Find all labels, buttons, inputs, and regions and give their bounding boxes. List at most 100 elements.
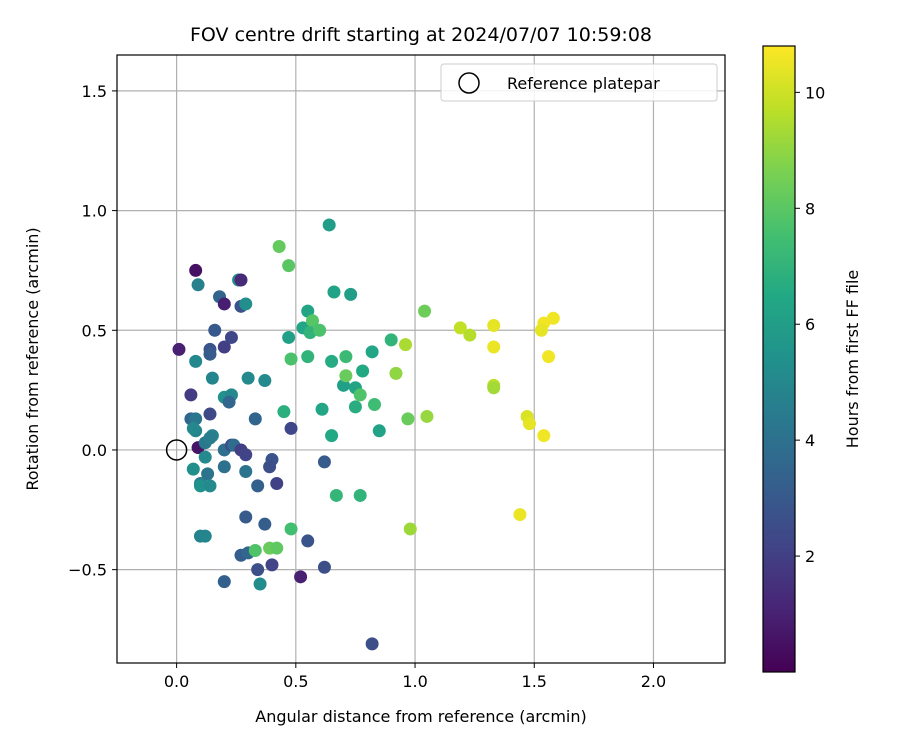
scatter-point	[239, 297, 253, 311]
scatter-point	[348, 400, 362, 414]
scatter-point	[372, 424, 386, 438]
scatter-point	[317, 455, 331, 469]
scatter-point	[522, 417, 536, 431]
scatter-point	[208, 323, 222, 337]
y-tick-label: −0.5	[68, 561, 107, 580]
scatter-point	[224, 330, 238, 344]
y-axis-label: Rotation from reference (arcmin)	[23, 227, 42, 490]
scatter-point	[277, 405, 291, 419]
scatter-point	[418, 304, 432, 318]
scatter-point	[201, 467, 215, 481]
scatter-point	[189, 354, 203, 368]
scatter-point	[253, 577, 267, 591]
scatter-point	[384, 333, 398, 347]
scatter-point	[193, 479, 207, 493]
scatter-point	[542, 350, 556, 364]
scatter-point	[339, 350, 353, 364]
scatter-point	[284, 352, 298, 366]
scatter-point	[403, 522, 417, 536]
scatter-point	[217, 297, 231, 311]
scatter-point	[325, 429, 339, 443]
scatter-point	[186, 462, 200, 476]
scatter-point	[282, 330, 296, 344]
scatter-point	[284, 421, 298, 435]
colorbar-ticks: 2 4 6 8 10	[795, 83, 825, 566]
scatter-point	[327, 285, 341, 299]
scatter-point	[315, 402, 329, 416]
scatter-point	[203, 479, 217, 493]
scatter-point	[272, 239, 286, 253]
scatter-point	[239, 448, 253, 462]
legend-box	[440, 63, 718, 102]
scatter-point	[251, 563, 265, 577]
scatter-point	[344, 287, 358, 301]
data-points	[172, 218, 560, 651]
y-tick-label: 0.5	[82, 321, 107, 340]
scatter-point	[203, 407, 217, 421]
scatter-point	[463, 328, 477, 342]
y-tick-label: 1.0	[82, 202, 107, 221]
scatter-point	[356, 364, 370, 378]
colorbar-tick-label: 4	[805, 431, 815, 450]
scatter-point	[537, 429, 551, 443]
legend: Reference platepar	[440, 63, 718, 102]
x-tick-label: 2.0	[641, 672, 666, 691]
scatter-point	[353, 388, 367, 402]
scatter-point	[189, 263, 203, 277]
scatter-point	[487, 381, 501, 395]
scatter-point	[263, 460, 277, 474]
scatter-point	[258, 374, 272, 388]
x-tick-label: 0.0	[164, 672, 189, 691]
scatter-point	[317, 560, 331, 574]
scatter-point	[270, 476, 284, 490]
x-tick-label: 1.5	[522, 672, 547, 691]
colorbar-gradient	[762, 45, 796, 673]
scatter-point	[368, 397, 382, 411]
scatter-point	[420, 409, 434, 423]
scatter-point	[217, 340, 231, 354]
scatter-point	[401, 412, 415, 426]
colorbar-tick-label: 10	[805, 83, 825, 102]
scatter-point	[534, 323, 548, 337]
scatter-point	[248, 543, 262, 557]
plot-frame	[116, 54, 726, 664]
scatter-point	[239, 510, 253, 524]
reference-platepar-marker	[165, 439, 188, 461]
scatter-point	[322, 218, 336, 232]
scatter-point	[203, 431, 217, 445]
scatter-point	[172, 342, 186, 356]
scatter-point	[329, 488, 343, 502]
scatter-point	[294, 570, 308, 584]
scatter-point	[222, 395, 236, 409]
colorbar-label: Hours from first FF file	[843, 270, 862, 449]
scatter-point	[353, 488, 367, 502]
scatter-point	[198, 529, 212, 543]
scatter-point	[306, 314, 320, 328]
scatter-point	[301, 534, 315, 548]
x-axis-ticks: 0.0 0.5 1.0 1.5 2.0	[164, 663, 666, 691]
scatter-point	[487, 340, 501, 354]
colorbar-tick-label: 2	[805, 547, 815, 566]
chart-title: FOV centre drift starting at 2024/07/07 …	[190, 24, 652, 46]
scatter-point	[217, 460, 231, 474]
scatter-point	[325, 354, 339, 368]
scatter-point	[191, 278, 205, 292]
scatter-point	[270, 541, 284, 555]
y-axis-ticks: −0.5 0.0 0.5 1.0 1.5	[68, 82, 117, 580]
scatter-point	[301, 304, 315, 318]
y-tick-label: 0.0	[82, 441, 107, 460]
x-tick-label: 0.5	[283, 672, 308, 691]
scatter-point	[203, 347, 217, 361]
scatter-point	[258, 517, 272, 531]
scatter-point	[453, 321, 467, 335]
x-axis-label: Angular distance from reference (arcmin)	[255, 707, 586, 726]
colorbar-tick-label: 6	[805, 315, 815, 334]
legend-marker-icon	[458, 72, 480, 94]
scatter-point	[234, 273, 248, 287]
scatter-point	[217, 575, 231, 589]
scatter-point	[513, 508, 527, 522]
y-tick-label: 1.5	[82, 82, 107, 101]
colorbar: 2 4 6 8 10 Hours from first FF file	[762, 45, 862, 673]
scatter-point	[282, 259, 296, 273]
